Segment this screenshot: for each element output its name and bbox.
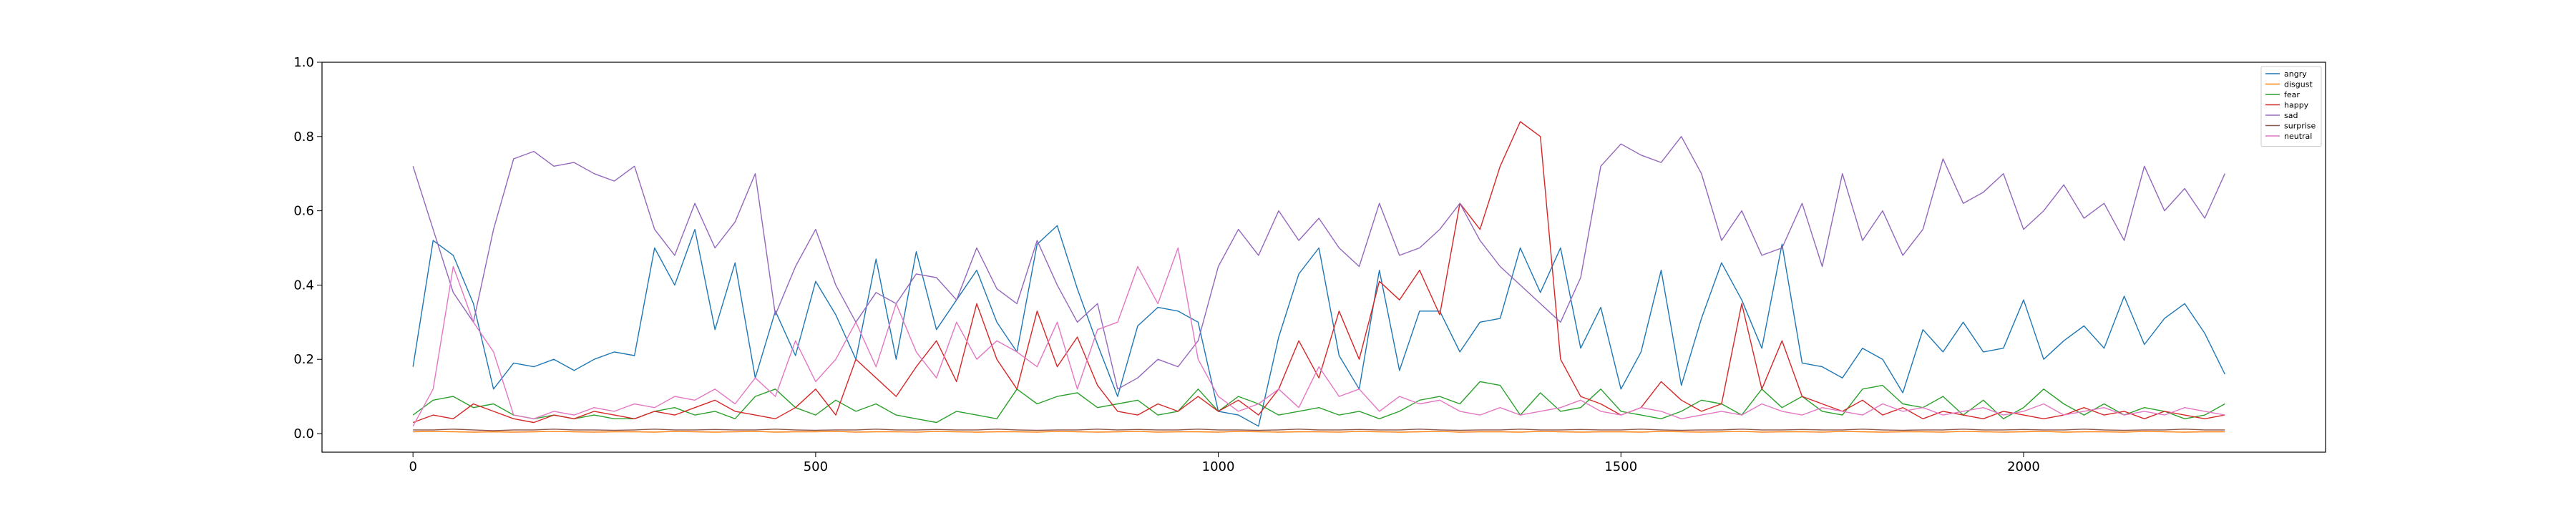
legend-label-fear: fear bbox=[2284, 90, 2300, 99]
series-line-surprise bbox=[413, 429, 2225, 431]
x-tick-label: 500 bbox=[804, 459, 828, 474]
y-tick-label: 0.6 bbox=[293, 204, 314, 219]
series-line-neutral bbox=[412, 247, 2225, 427]
series-line-happy bbox=[412, 121, 2225, 424]
x-tick-label: 0 bbox=[409, 459, 416, 474]
series-line-disgust bbox=[413, 431, 2225, 433]
series-layer bbox=[412, 121, 2225, 433]
legend-label-angry: angry bbox=[2284, 69, 2307, 79]
x-tick-label: 1000 bbox=[1202, 459, 1235, 474]
legend-label-happy: happy bbox=[2284, 101, 2309, 110]
legend-label-neutral: neutral bbox=[2284, 132, 2312, 141]
series-line-angry bbox=[412, 225, 2225, 427]
x-tick-label: 2000 bbox=[2007, 459, 2040, 474]
legend-label-sad: sad bbox=[2284, 111, 2298, 120]
x-axis: 0 500 1000 1500 2000 bbox=[409, 452, 2040, 474]
y-tick-label: 0.0 bbox=[293, 426, 314, 441]
legend-box bbox=[2260, 66, 2322, 147]
y-axis: 0.0 0.2 0.4 0.6 0.8 1.0 bbox=[293, 55, 322, 441]
y-tick-label: 0.8 bbox=[293, 130, 314, 145]
y-tick-label: 1.0 bbox=[293, 55, 314, 70]
axes-frame bbox=[321, 62, 2326, 453]
x-tick-label: 1500 bbox=[1604, 459, 1637, 474]
y-tick-label: 0.4 bbox=[293, 278, 314, 293]
series-line-sad bbox=[412, 136, 2225, 390]
legend-label-surprise: surprise bbox=[2284, 122, 2316, 131]
y-tick-label: 0.2 bbox=[293, 352, 314, 367]
legend-label-disgust: disgust bbox=[2284, 80, 2313, 89]
